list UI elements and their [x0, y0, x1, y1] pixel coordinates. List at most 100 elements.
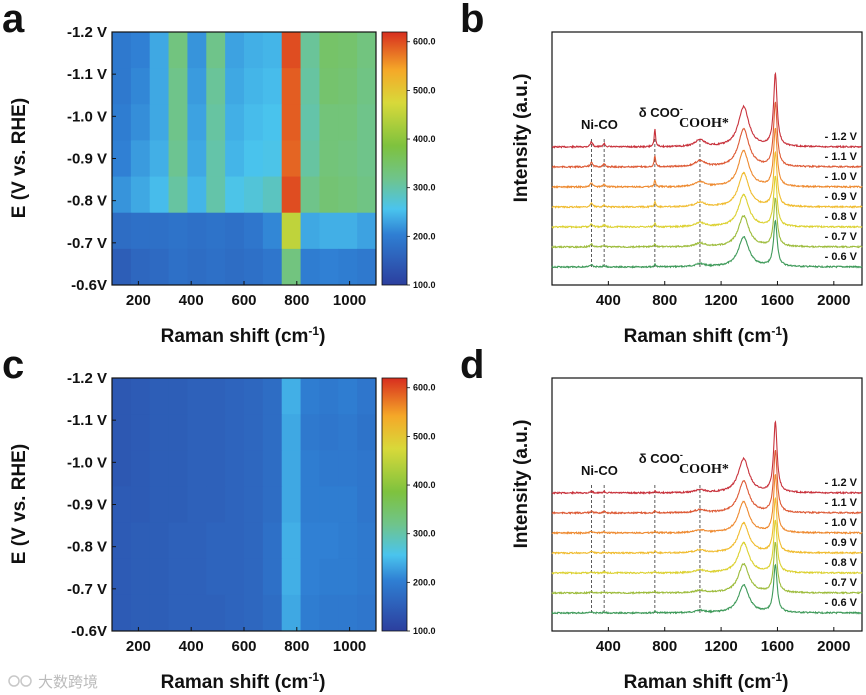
colorbar-tick-label: 300.0: [413, 529, 436, 539]
spectra-panel-d: - 1.2 V - 1.1 V - 1.0 V - 0.9 V - 0.8 V - 0.7…: [511, 377, 863, 693]
x-tick-labels-d: 400 800 1200 1600 2000: [596, 627, 851, 655]
spectrum-line: [551, 127, 863, 189]
heatmap-cell: [206, 378, 226, 415]
heatmap-cell: [319, 558, 339, 596]
potential-label: - 1.2 V: [825, 477, 858, 489]
colorbar-a: [381, 31, 408, 286]
heatmap-cell: [244, 522, 264, 560]
heatmap-cell: [112, 594, 132, 632]
x-tick-label: 800: [284, 638, 309, 655]
heatmap-cell: [338, 522, 358, 560]
heatmap-cell: [112, 140, 132, 178]
heatmap-cell: [225, 104, 245, 141]
heatmap-cell: [112, 248, 132, 286]
x-tick-labels-c: 200 400 600 800 1000: [126, 627, 366, 655]
colorbar-tick-label: 500.0: [413, 431, 436, 441]
heatmap-cell: [187, 140, 207, 178]
heatmap-cell: [187, 212, 207, 250]
colorbar-tick-label: 600.0: [413, 383, 436, 393]
heatmap-cell: [281, 522, 302, 560]
peak-annotation: COOH*: [679, 116, 729, 131]
heatmap-cell: [168, 32, 188, 69]
heatmap-cell: [300, 32, 320, 69]
heatmap-cell: [262, 248, 283, 286]
y-tick-label: -1.0 V: [67, 108, 107, 125]
x-tick-label: 800: [652, 292, 677, 309]
heatmap-cell: [206, 248, 226, 286]
guide-lines-d: [591, 485, 701, 615]
potential-label: - 1.1 V: [825, 151, 858, 163]
heatmap-cell: [168, 68, 188, 105]
heatmap-cell: [357, 32, 377, 69]
heatmap-cell: [206, 594, 226, 632]
spectrum-line: [551, 449, 863, 515]
y-tick-label: -0.7 V: [67, 581, 107, 598]
heatmap-cell: [206, 486, 226, 524]
heatmap-cell: [206, 68, 226, 105]
spectrum-line: [551, 219, 863, 269]
peak-annotation: δ COO-: [639, 104, 683, 120]
heatmap-cell: [168, 104, 188, 141]
heatmap-cell: [225, 594, 245, 632]
heatmap-cell: [262, 414, 283, 451]
spectrum-line: [551, 496, 863, 555]
heatmap-cell: [262, 104, 283, 141]
heatmap-cell: [338, 212, 358, 250]
heatmap-cell: [206, 558, 226, 596]
y-axis-label-c: E (V vs. RHE): [9, 444, 30, 564]
heatmap-cell: [338, 248, 358, 286]
heatmap-cell: [319, 414, 339, 451]
heatmap-cell: [112, 558, 132, 596]
heatmap-cell: [319, 450, 339, 487]
heatmap-cell: [357, 594, 377, 632]
heatmap-cell: [225, 486, 245, 524]
panel-label-c: c: [2, 343, 24, 387]
heatmap-cell: [262, 140, 283, 178]
heatmap-cell: [149, 104, 170, 141]
heatmap-cell: [225, 248, 245, 286]
spectrum-line: [551, 197, 863, 249]
colorbar-ticks-c: 600.0 500.0 400.0 300.0 200.0 100.0: [407, 383, 436, 636]
heatmap-cell: [130, 522, 151, 560]
heatmap-cell: [244, 486, 264, 524]
heatmap-cell: [112, 176, 132, 214]
heatmap-cell: [300, 104, 320, 141]
peak-annotation: Ni-CO: [581, 463, 618, 478]
x-tick-label: 1000: [333, 638, 366, 655]
heatmap-cell: [319, 104, 339, 141]
heatmap-cell: [149, 68, 170, 105]
heatmap-cell: [149, 248, 170, 286]
heatmap-cell: [281, 140, 302, 178]
heatmap-cell: [168, 414, 188, 451]
spectrum-line: [551, 150, 863, 209]
colorbar-tick-label: 200.0: [413, 577, 436, 587]
heatmap-cell: [244, 248, 264, 286]
spectra-lines-d: - 1.2 V - 1.1 V - 1.0 V - 0.9 V - 0.8 V - 0.7…: [551, 420, 863, 615]
heatmap-cell: [300, 594, 320, 632]
heatmap-cell: [281, 414, 302, 451]
heatmap-cell: [187, 450, 207, 487]
heatmap-cell: [206, 32, 226, 69]
heatmap-cell: [300, 522, 320, 560]
heatmap-cell: [130, 212, 151, 250]
heatmap-cell: [338, 558, 358, 596]
heatmap-cell: [130, 32, 151, 69]
x-tick-label: 2000: [817, 292, 850, 309]
heatmap-cell: [319, 378, 339, 415]
heatmap-cell: [149, 212, 170, 250]
heatmap-cell: [112, 414, 132, 451]
x-tick-label: 800: [652, 638, 677, 655]
colorbar-tick-label: 100.0: [413, 280, 436, 290]
heatmap-cell: [225, 68, 245, 105]
heatmap-cell: [357, 140, 377, 178]
spectrum-line: [551, 563, 863, 615]
heatmap-cell: [225, 450, 245, 487]
heatmap-cell: [206, 212, 226, 250]
heatmap-cell: [281, 450, 302, 487]
heatmap-cell: [244, 414, 264, 451]
x-tick-label: 1600: [761, 638, 794, 655]
heatmap-cell: [225, 140, 245, 178]
heatmap-cell: [319, 68, 339, 105]
colorbar-c: [381, 377, 408, 632]
heatmap-cell: [149, 522, 170, 560]
